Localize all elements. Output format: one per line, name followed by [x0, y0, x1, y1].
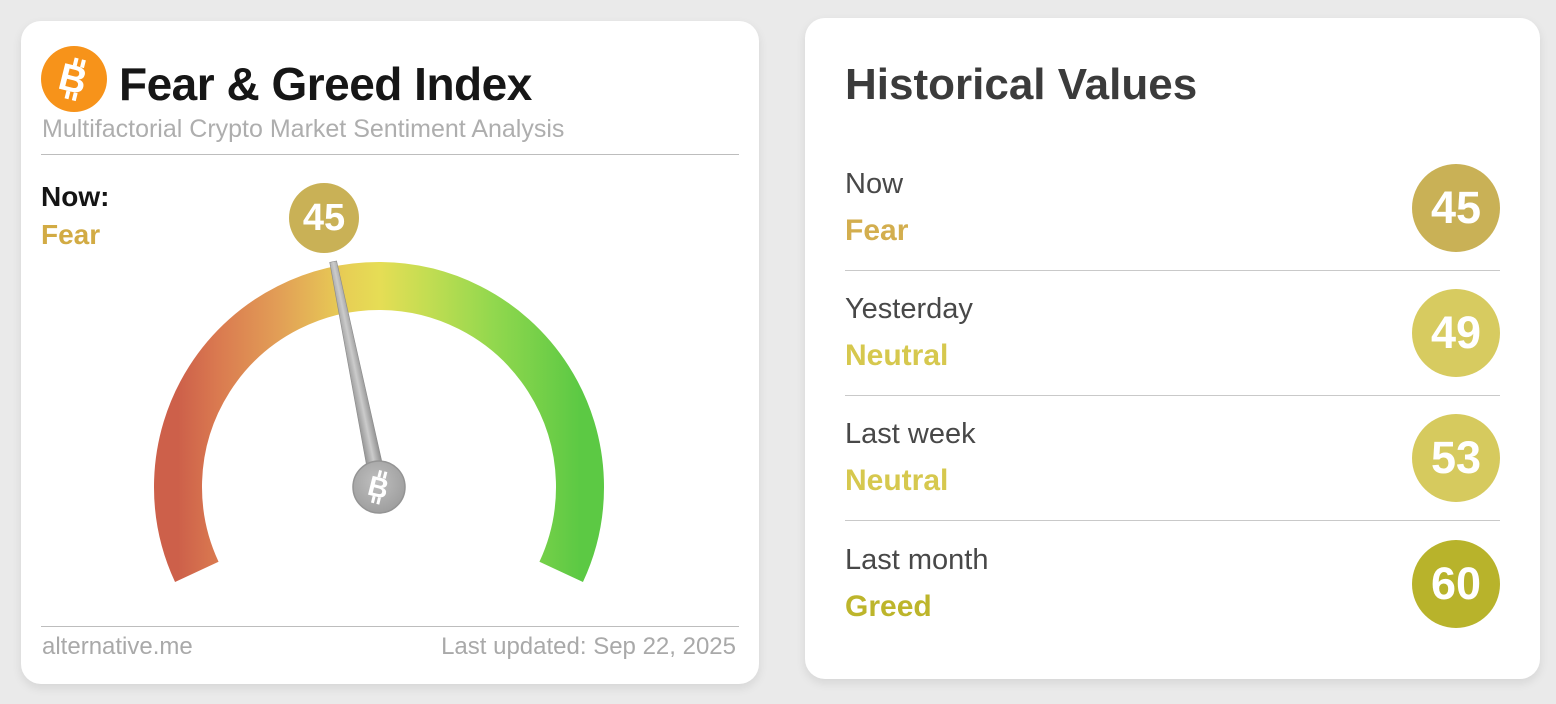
card-title: Fear & Greed Index	[119, 58, 532, 110]
history-row-yesterday: Yesterday Neutral 49	[845, 271, 1500, 396]
row-classification: Neutral	[845, 339, 949, 372]
row-classification: Neutral	[845, 464, 949, 497]
history-row-last-week: Last week Neutral 53	[845, 396, 1500, 521]
row-classification: Greed	[845, 589, 932, 623]
row-value-badge: 53	[1412, 414, 1500, 502]
row-value-badge: 49	[1412, 289, 1500, 377]
now-classification: Fear	[41, 219, 101, 250]
gauge-arc	[154, 262, 604, 582]
row-label: Last week	[845, 418, 976, 450]
footer-last-updated: Last updated: Sep 22, 2025	[441, 633, 736, 660]
footer-divider	[41, 626, 739, 627]
gauge-needle	[329, 260, 389, 495]
historical-values-card: Historical Values Now Fear 45 Yesterday …	[805, 18, 1540, 679]
svg-text:B: B	[365, 470, 392, 505]
row-label: Yesterday	[845, 293, 973, 325]
row-label: Last month	[845, 543, 989, 576]
gauge-hub	[352, 460, 406, 514]
historical-rows: Now Fear 45 Yesterday Neutral 49 Last we…	[845, 146, 1500, 646]
bitcoin-hub-icon: B	[365, 470, 392, 505]
row-label: Now	[845, 168, 904, 200]
footer-source: alternative.me	[42, 633, 193, 660]
header-divider	[41, 154, 739, 155]
historical-title: Historical Values	[845, 60, 1198, 109]
bitcoin-icon: B	[41, 46, 107, 112]
fear-greed-card: B Fear & Greed Index Multifactorial Cryp…	[21, 21, 759, 684]
row-value-badge: 45	[1412, 164, 1500, 252]
history-row-now: Now Fear 45	[845, 146, 1500, 271]
card-subtitle: Multifactorial Crypto Market Sentiment A…	[42, 115, 565, 143]
row-value-badge: 60	[1412, 539, 1500, 628]
row-classification: Fear	[845, 214, 909, 247]
bitcoin-icon-svg: B	[41, 46, 107, 112]
gauge-value-badge: 45	[289, 183, 359, 253]
now-label: Now:	[41, 181, 110, 212]
history-row-last-month: Last month Greed 60	[845, 521, 1500, 646]
